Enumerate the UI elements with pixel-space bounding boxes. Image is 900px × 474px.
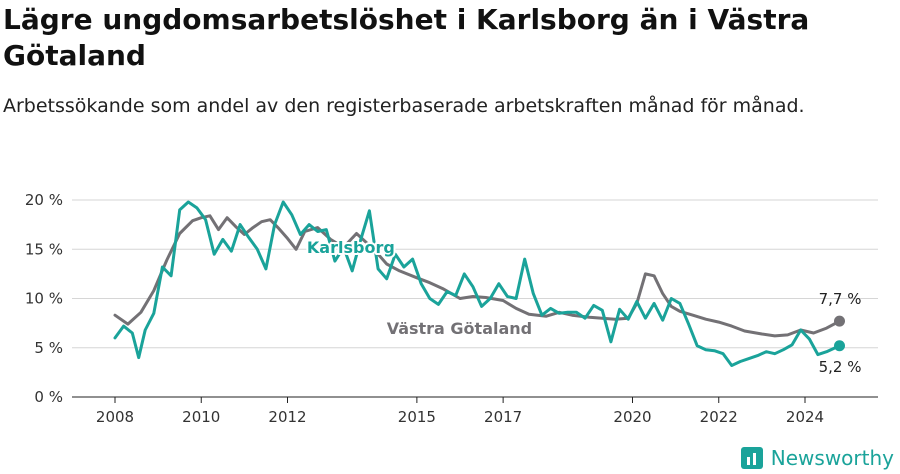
series-line-karlsborg [113, 200, 841, 367]
series-name-label: Västra Götaland [387, 319, 532, 338]
end-value-label: 7,7 % [819, 290, 862, 308]
y-tick-label: 10 % [25, 290, 63, 308]
series-name-halo: Västra Götaland [387, 319, 532, 338]
series-name-label: Karlsborg [307, 238, 395, 257]
brand-name: Newsworthy [770, 446, 894, 470]
x-tick-label: 2017 [484, 408, 522, 426]
end-value-label: 5,2 % [819, 358, 862, 376]
series-lines [113, 200, 845, 367]
y-tick-label: 0 % [34, 388, 63, 406]
x-tick-label: 2022 [700, 408, 738, 426]
end-point-marker [834, 340, 845, 352]
y-axis-ticks: 0 % 5 % 10 % 15 % 20 % [25, 191, 63, 406]
x-tick-label: 2015 [398, 408, 436, 426]
bar-chart-icon [740, 447, 763, 469]
chart-subtitle: Arbetssökande som andel av den registerb… [3, 95, 805, 117]
y-tick-label: 20 % [25, 191, 63, 209]
y-tick-label: 5 % [34, 339, 63, 357]
x-tick-label: 2020 [613, 408, 651, 426]
newsworthy-logo[interactable]: Newsworthy [740, 446, 894, 470]
x-axis-ticks: 2008 2010 2012 2015 2017 2020 2022 2024 [96, 397, 824, 426]
x-tick-label: 2012 [268, 408, 306, 426]
x-tick-label: 2008 [96, 408, 134, 426]
x-tick-label: 2024 [786, 408, 824, 426]
series-line-vastra-gotaland [113, 214, 841, 338]
x-tick-label: 2010 [182, 408, 220, 426]
end-point-marker [834, 315, 845, 327]
grid-lines [72, 199, 878, 398]
y-tick-label: 15 % [25, 240, 63, 258]
series-name-halo: Karlsborg [307, 238, 395, 257]
chart-title: Lägre ungdomsarbetslöshet i Karlsborg än… [3, 3, 810, 72]
